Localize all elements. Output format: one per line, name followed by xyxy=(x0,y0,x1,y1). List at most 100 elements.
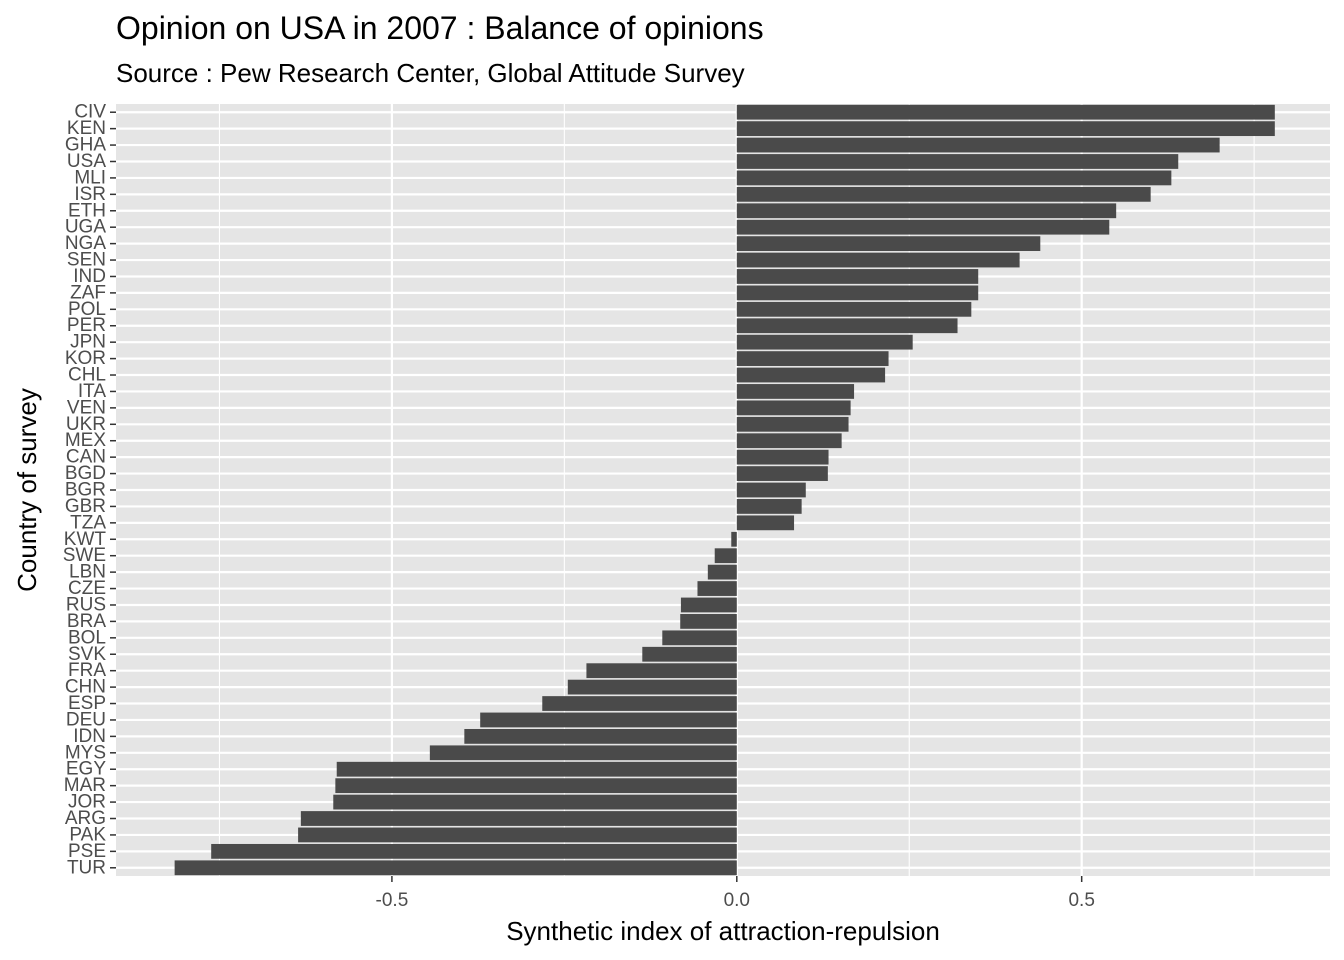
y-tick-label: VEN xyxy=(67,397,106,418)
y-tick-label: PAK xyxy=(69,824,106,845)
x-tick-label: 0.0 xyxy=(724,890,750,911)
y-tick-label: PSE xyxy=(68,841,106,862)
bar-arg xyxy=(300,811,737,826)
bar-pse xyxy=(211,843,737,859)
y-tick-label: MEX xyxy=(65,430,107,451)
bar-kor xyxy=(736,351,889,366)
y-tick-label: CIV xyxy=(74,102,106,123)
y-tick-label: SEN xyxy=(67,250,106,271)
y-tick-label: TUR xyxy=(67,857,106,878)
bar-civ xyxy=(736,104,1275,120)
bar-lbn xyxy=(707,564,737,580)
bar-swe xyxy=(714,548,737,564)
x-tick-label: 0.5 xyxy=(1068,890,1094,911)
y-tick-label: CAN xyxy=(66,447,106,468)
x-axis-title: Synthetic index of attraction-repulsion xyxy=(506,916,940,946)
bar-tza xyxy=(736,515,795,531)
bar-usa xyxy=(736,154,1179,169)
y-tick-label: TZA xyxy=(70,512,106,533)
bar-deu xyxy=(480,712,737,728)
y-tick-label: EGY xyxy=(66,759,106,780)
y-tick-label: GBR xyxy=(65,496,106,517)
bar-can xyxy=(736,449,829,465)
bar-bgr xyxy=(736,482,806,498)
bar-chl xyxy=(736,367,886,383)
y-tick-label: JPN xyxy=(70,332,106,353)
bar-chn xyxy=(567,679,737,695)
y-tick-label: IND xyxy=(73,266,106,287)
y-tick-label: ITA xyxy=(78,381,106,402)
y-tick-label: ETH xyxy=(68,200,106,221)
bar-sen xyxy=(736,252,1020,268)
y-tick-label: IDN xyxy=(73,726,106,747)
bar-bol xyxy=(662,630,737,646)
y-tick-label: LBN xyxy=(69,562,106,583)
x-axis: -0.5 0.0 0.5 xyxy=(376,876,1095,911)
y-tick-label: UGA xyxy=(65,217,107,238)
bars xyxy=(174,104,1275,876)
bar-ind xyxy=(736,269,979,284)
bar-svk xyxy=(642,646,737,662)
y-tick-label: MYS xyxy=(65,742,106,763)
bar-pol xyxy=(736,301,972,317)
bar-nga xyxy=(736,236,1041,252)
y-tick-label: SWE xyxy=(63,545,106,566)
chart-subtitle: Source : Pew Research Center, Global Att… xyxy=(116,58,745,88)
bar-jpn xyxy=(736,334,913,350)
y-axis: CIVKENGHAUSAMLIISRETHUGANGASENINDZAFPOLP… xyxy=(63,102,116,878)
y-tick-label: ZAF xyxy=(70,282,106,303)
y-tick-label: PER xyxy=(67,315,106,336)
y-tick-label: UKR xyxy=(66,414,106,435)
bar-esp xyxy=(542,696,737,711)
bar-mex xyxy=(736,433,842,449)
bar-ven xyxy=(736,400,851,416)
bar-ukr xyxy=(736,416,849,432)
bar-kwt xyxy=(731,531,737,547)
bar-bra xyxy=(680,614,737,629)
y-tick-label: CZE xyxy=(68,578,106,599)
y-tick-label: KOR xyxy=(65,348,106,369)
bar-idn xyxy=(464,728,737,744)
y-tick-label: FRA xyxy=(68,660,106,681)
bar-ken xyxy=(736,121,1275,137)
y-tick-label: CHL xyxy=(68,365,106,386)
bar-tur xyxy=(174,860,737,876)
y-tick-label: NGA xyxy=(65,233,107,254)
y-tick-label: ESP xyxy=(68,693,106,714)
bar-mar xyxy=(335,778,737,794)
bar-cze xyxy=(697,581,737,596)
y-tick-label: MAR xyxy=(64,775,106,796)
bar-bgd xyxy=(736,466,828,481)
y-tick-label: DEU xyxy=(66,709,106,730)
bar-gha xyxy=(736,137,1220,153)
bar-egy xyxy=(336,761,737,777)
y-tick-label: CHN xyxy=(65,677,106,698)
y-tick-label: ARG xyxy=(65,808,106,829)
bar-mys xyxy=(429,745,737,761)
bar-zaf xyxy=(736,285,979,301)
x-tick-label: -0.5 xyxy=(376,890,409,911)
y-tick-label: USA xyxy=(67,151,106,172)
y-tick-label: KEN xyxy=(67,118,106,139)
y-tick-label: JOR xyxy=(68,792,106,813)
y-tick-label: GHA xyxy=(65,135,107,156)
bar-isr xyxy=(736,186,1151,202)
y-tick-label: BRA xyxy=(67,611,106,632)
bar-ita xyxy=(736,384,855,399)
bar-uga xyxy=(736,219,1110,235)
bar-gbr xyxy=(736,499,802,514)
y-tick-label: ISR xyxy=(74,184,106,205)
y-tick-label: BGR xyxy=(65,480,106,501)
y-tick-label: SVK xyxy=(68,644,106,665)
y-axis-title: Country of survey xyxy=(12,388,42,592)
y-tick-label: POL xyxy=(68,299,106,320)
bar-pak xyxy=(298,827,737,843)
bar-eth xyxy=(736,203,1117,219)
y-tick-label: RUS xyxy=(66,594,106,615)
y-tick-label: BGD xyxy=(65,463,106,484)
bar-mli xyxy=(736,170,1172,186)
chart-title: Opinion on USA in 2007 : Balance of opin… xyxy=(116,10,764,46)
bar-per xyxy=(736,318,958,334)
bar-fra xyxy=(586,663,737,679)
